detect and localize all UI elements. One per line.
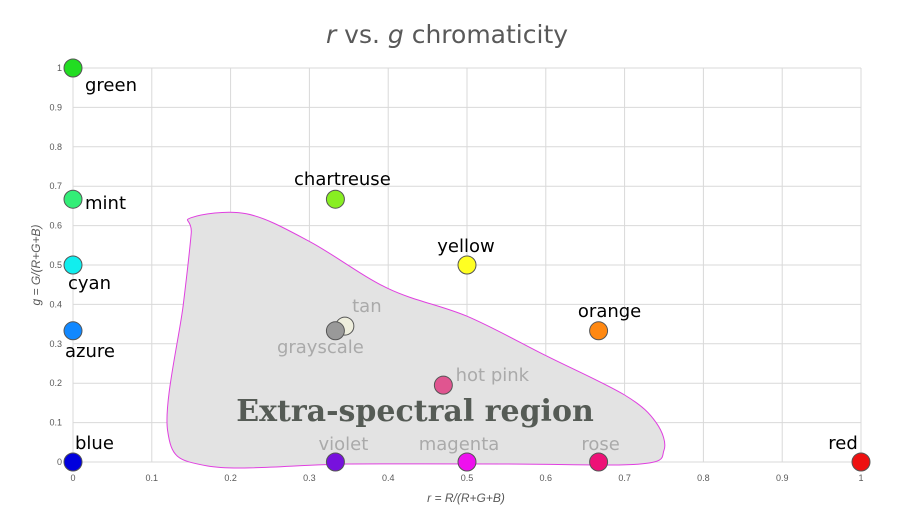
y-tick-label: 0.3 [49, 339, 62, 349]
label-hot-pink: hot pink [456, 365, 530, 386]
label-green: green [85, 75, 137, 96]
y-tick-label: 0.7 [49, 181, 62, 191]
point-green [63, 58, 83, 78]
point-red [851, 452, 871, 472]
y-tick-label: 0.2 [49, 378, 62, 388]
chart-title: r vs. g chromaticity [326, 20, 568, 49]
axis-ticks: 0 0.1 0.2 0.3 0.4 0.5 0.6 0.7 0.8 0.9 1 0 0.1 0.2 0.3 0… [49, 63, 863, 483]
label-chartreuse: chartreuse [294, 169, 391, 190]
point-azure [63, 321, 83, 341]
point-orange [589, 321, 609, 341]
extra-spectral-region [166, 211, 666, 469]
x-tick-label: 0.4 [382, 473, 395, 483]
point-cyan [63, 255, 83, 275]
label-mint: mint [85, 193, 126, 214]
label-tan: tan [352, 296, 382, 317]
point-magenta [457, 452, 477, 472]
x-tick-label: 0.7 [618, 473, 631, 483]
point-hot-pink [433, 375, 453, 395]
y-tick-label: 1 [57, 63, 62, 73]
label-blue: blue [75, 433, 114, 454]
label-yellow: yellow [437, 236, 494, 257]
x-tick-label: 1 [858, 473, 863, 483]
label-azure: azure [65, 341, 115, 362]
label-red: red [828, 433, 858, 454]
x-tick-label: 0.9 [776, 473, 789, 483]
x-tick-label: 0.5 [461, 473, 474, 483]
x-tick-label: 0.8 [697, 473, 710, 483]
label-orange: orange [578, 301, 641, 322]
point-mint [63, 189, 83, 209]
y-tick-label: 0.1 [49, 418, 62, 428]
x-tick-label: 0.6 [540, 473, 553, 483]
y-tick-label: 0.8 [49, 142, 62, 152]
point-yellow [457, 255, 477, 275]
label-violet: violet [318, 434, 368, 455]
y-tick-label: 0.5 [49, 260, 62, 270]
point-rose [589, 452, 609, 472]
point-chartreuse [325, 189, 345, 209]
point-blue [63, 452, 83, 472]
y-tick-label: 0.6 [49, 221, 62, 231]
label-magenta: magenta [419, 434, 500, 455]
y-tick-label: 0 [57, 457, 62, 467]
y-tick-label: 0.9 [49, 102, 62, 112]
x-tick-label: 0 [70, 473, 75, 483]
point-violet [325, 452, 345, 472]
x-tick-label: 0.3 [303, 473, 316, 483]
x-tick-label: 0.1 [146, 473, 159, 483]
label-cyan: cyan [68, 273, 111, 294]
point-labels: green mint cyan azure blue chartreuse yellow or… [65, 75, 858, 455]
y-axis-label: g = G/(R+G+B) [29, 224, 43, 305]
label-rose: rose [581, 434, 619, 455]
y-tick-label: 0.4 [49, 299, 62, 309]
region-label: Extra-spectral region [236, 394, 594, 429]
x-axis-label: r = R/(R+G+B) [427, 491, 505, 505]
point-grayscale [325, 321, 345, 341]
data-points [63, 58, 871, 472]
extra-spectral-region-shape [166, 211, 666, 469]
x-tick-label: 0.2 [224, 473, 237, 483]
label-grayscale: grayscale [277, 337, 364, 358]
